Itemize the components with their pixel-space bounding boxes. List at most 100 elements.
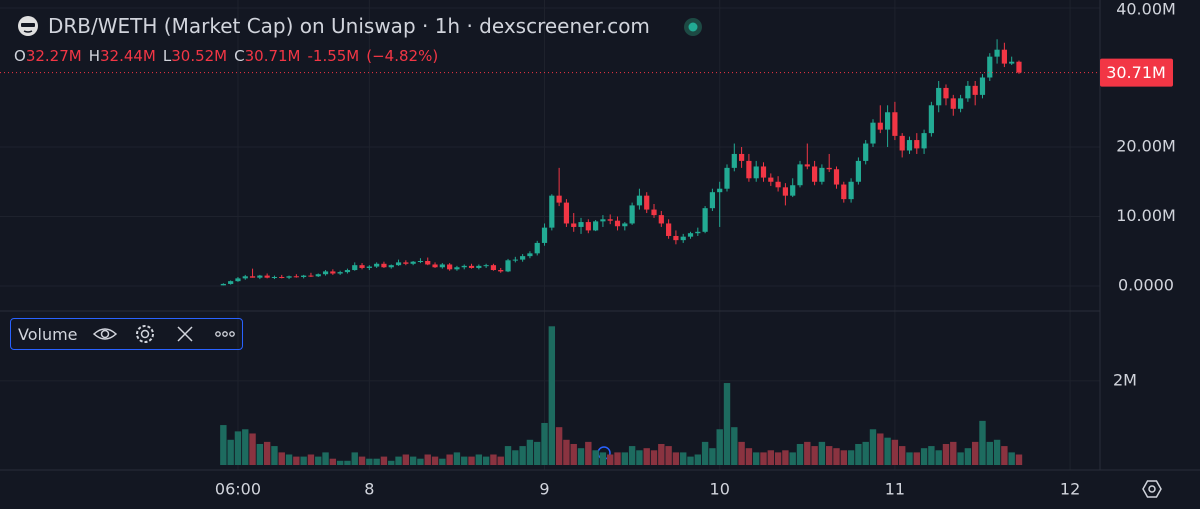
candle-body [563,202,570,224]
candle-body [505,260,511,272]
candle-body [337,272,343,274]
volume-bar [753,452,760,465]
candle-body [899,135,905,151]
volume-bar [782,450,789,465]
volume-bar [840,450,847,465]
volume-bar [263,441,271,465]
volume-bar [891,439,899,465]
candle-body [979,77,986,95]
volume-bar [855,443,862,465]
volume-bar [731,427,738,465]
candle-body [220,283,226,286]
volume-bar [716,429,723,465]
volume-bar [300,456,307,465]
candle-body [549,195,555,228]
ohlc-key: C [234,47,245,65]
candle-body [651,209,657,216]
candle-body [498,270,504,272]
volume-bar [307,454,315,465]
volume-bar [555,427,563,465]
candle-body [344,270,351,273]
candle-body [585,222,591,231]
candle-body [264,275,270,278]
volume-bar [220,425,227,465]
candle-body [724,167,730,189]
volume-bar [293,456,300,465]
candle-body [877,122,883,130]
candle-body [395,262,402,266]
candle-body [644,195,650,210]
volume-bar [928,446,935,465]
volume-bar [621,452,629,465]
x-tick-label: 11 [885,480,905,499]
more-icon[interactable] [215,331,236,337]
candle-body [228,281,234,284]
ohlc-value: 30.71M [244,47,301,65]
volume-bar [774,452,782,465]
volume-bar [322,452,329,465]
candle-body [1001,49,1007,64]
candle-body [695,231,701,234]
volume-bar [468,456,475,465]
candle-body [768,177,774,182]
volume-bar [534,441,541,465]
volume-bar [979,420,986,465]
candle-body [366,266,372,268]
candle-body [636,195,643,206]
candle-body [527,253,533,257]
candle-body [410,261,416,264]
volume-bar [242,429,249,465]
candle-body [322,271,329,275]
volume-bar [475,454,483,465]
candle-body [804,164,810,167]
candle-body [541,227,548,243]
volume-bar [862,441,869,465]
volume-bar [818,441,826,465]
candle-body [359,265,365,268]
candle-body [702,208,708,232]
ohlc-value: 30.52M [171,47,228,65]
candle-body [600,219,606,222]
volume-bar [971,441,979,465]
volume-bar [519,446,526,465]
volume-bar [701,441,709,465]
candle-body [906,140,913,151]
volume-bar [526,439,534,465]
candle-body [921,133,927,149]
last-price-label: 30.71M [1106,63,1166,82]
volume-legend[interactable]: Volume [10,318,243,350]
gear-icon[interactable] [136,325,155,343]
eye-icon[interactable] [93,328,118,340]
candle-body [819,167,825,182]
candle-body [870,122,876,144]
volume-bar [789,452,796,465]
volume-bar [599,452,607,465]
volume-bar [913,452,920,465]
volume-bar [672,452,680,465]
volume-bar [906,452,913,465]
volume-bar [329,458,337,465]
volume-bar [344,460,351,465]
volume-bar [278,452,285,465]
settings-icon[interactable] [1142,480,1162,498]
volume-bar [490,454,497,465]
candle-body [892,112,898,136]
candle-body [271,276,278,278]
volume-bar [825,446,833,465]
volume-bar [351,452,358,465]
volume-controls [93,325,236,343]
volume-bar [548,326,556,465]
volume-bar [804,441,811,465]
candle-body [468,265,475,268]
candle-body [863,143,869,161]
y-tick-label: 10.00M [1116,206,1176,225]
candle-body [965,85,971,99]
volume-bar [439,458,446,465]
candle-body [826,167,832,170]
close-icon[interactable] [177,326,193,342]
volume-bar [446,454,453,465]
candle-body [936,87,942,106]
candle-body [717,188,723,193]
volume-bar [358,456,366,465]
